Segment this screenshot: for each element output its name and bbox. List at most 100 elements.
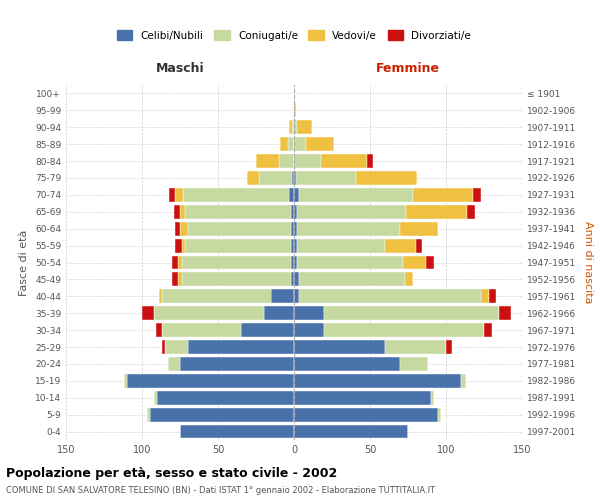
Bar xyxy=(294,120,297,134)
Bar xyxy=(292,171,294,185)
Bar xyxy=(175,222,180,235)
Bar xyxy=(367,154,373,168)
Bar xyxy=(259,171,292,185)
Bar xyxy=(297,120,312,134)
Bar xyxy=(488,290,496,303)
Bar xyxy=(294,391,431,404)
Bar xyxy=(294,357,400,371)
Bar xyxy=(416,238,422,252)
Bar xyxy=(294,272,299,286)
Bar xyxy=(180,357,294,371)
Bar xyxy=(385,340,446,354)
Bar xyxy=(356,171,417,185)
Bar xyxy=(294,188,299,202)
Bar xyxy=(297,256,403,270)
Bar xyxy=(172,272,178,286)
Bar xyxy=(294,238,297,252)
Bar xyxy=(403,256,426,270)
Bar xyxy=(180,222,188,235)
Bar xyxy=(168,357,180,371)
Bar xyxy=(297,205,406,218)
Bar xyxy=(263,306,294,320)
Bar xyxy=(182,238,185,252)
Bar xyxy=(154,391,157,404)
Bar xyxy=(473,188,481,202)
Bar xyxy=(183,188,289,202)
Bar xyxy=(256,154,279,168)
Bar xyxy=(294,137,306,151)
Bar xyxy=(146,408,149,422)
Bar xyxy=(325,306,499,320)
Bar xyxy=(294,408,439,422)
Bar xyxy=(400,357,428,371)
Bar xyxy=(162,290,271,303)
Bar xyxy=(174,205,180,218)
Bar xyxy=(182,272,291,286)
Bar xyxy=(291,238,294,252)
Bar xyxy=(499,306,511,320)
Bar xyxy=(162,340,165,354)
Bar xyxy=(292,120,294,134)
Bar xyxy=(294,205,297,218)
Bar xyxy=(279,154,294,168)
Bar xyxy=(180,424,294,438)
Bar xyxy=(484,323,491,337)
Bar xyxy=(322,154,367,168)
Bar xyxy=(291,256,294,270)
Bar xyxy=(431,391,434,404)
Bar xyxy=(142,306,154,320)
Bar xyxy=(175,188,183,202)
Bar xyxy=(169,188,175,202)
Bar xyxy=(289,188,294,202)
Bar xyxy=(294,374,461,388)
Bar xyxy=(294,340,385,354)
Bar xyxy=(385,238,416,252)
Bar xyxy=(294,154,322,168)
Bar xyxy=(291,272,294,286)
Bar xyxy=(154,306,263,320)
Bar xyxy=(406,205,467,218)
Bar xyxy=(481,290,488,303)
Bar xyxy=(294,306,325,320)
Bar xyxy=(291,222,294,235)
Bar xyxy=(180,205,185,218)
Y-axis label: Fasce di età: Fasce di età xyxy=(19,230,29,296)
Bar xyxy=(149,408,294,422)
Bar xyxy=(185,205,291,218)
Bar xyxy=(325,323,484,337)
Y-axis label: Anni di nascita: Anni di nascita xyxy=(583,221,593,304)
Bar xyxy=(294,424,408,438)
Bar xyxy=(294,323,325,337)
Bar xyxy=(299,188,413,202)
Bar xyxy=(172,256,178,270)
Bar xyxy=(185,238,291,252)
Bar xyxy=(241,323,294,337)
Text: Popolazione per età, sesso e stato civile - 2002: Popolazione per età, sesso e stato civil… xyxy=(6,468,337,480)
Bar xyxy=(296,171,356,185)
Bar xyxy=(288,137,294,151)
Bar xyxy=(294,104,296,118)
Bar xyxy=(289,120,292,134)
Bar xyxy=(155,323,162,337)
Bar xyxy=(426,256,434,270)
Bar xyxy=(247,171,259,185)
Bar xyxy=(182,256,291,270)
Bar xyxy=(157,391,294,404)
Bar xyxy=(280,137,288,151)
Bar xyxy=(291,205,294,218)
Bar xyxy=(127,374,294,388)
Bar xyxy=(299,272,405,286)
Bar xyxy=(400,222,439,235)
Bar xyxy=(178,256,182,270)
Bar xyxy=(294,256,297,270)
Bar xyxy=(271,290,294,303)
Bar xyxy=(294,222,297,235)
Bar xyxy=(162,323,241,337)
Bar xyxy=(297,222,400,235)
Bar xyxy=(461,374,466,388)
Bar xyxy=(124,374,127,388)
Bar xyxy=(439,408,442,422)
Legend: Celibi/Nubili, Coniugati/e, Vedovi/e, Divorziati/e: Celibi/Nubili, Coniugati/e, Vedovi/e, Di… xyxy=(113,26,475,45)
Text: COMUNE DI SAN SALVATORE TELESINO (BN) - Dati ISTAT 1° gennaio 2002 - Elaborazion: COMUNE DI SAN SALVATORE TELESINO (BN) - … xyxy=(6,486,435,495)
Bar xyxy=(165,340,188,354)
